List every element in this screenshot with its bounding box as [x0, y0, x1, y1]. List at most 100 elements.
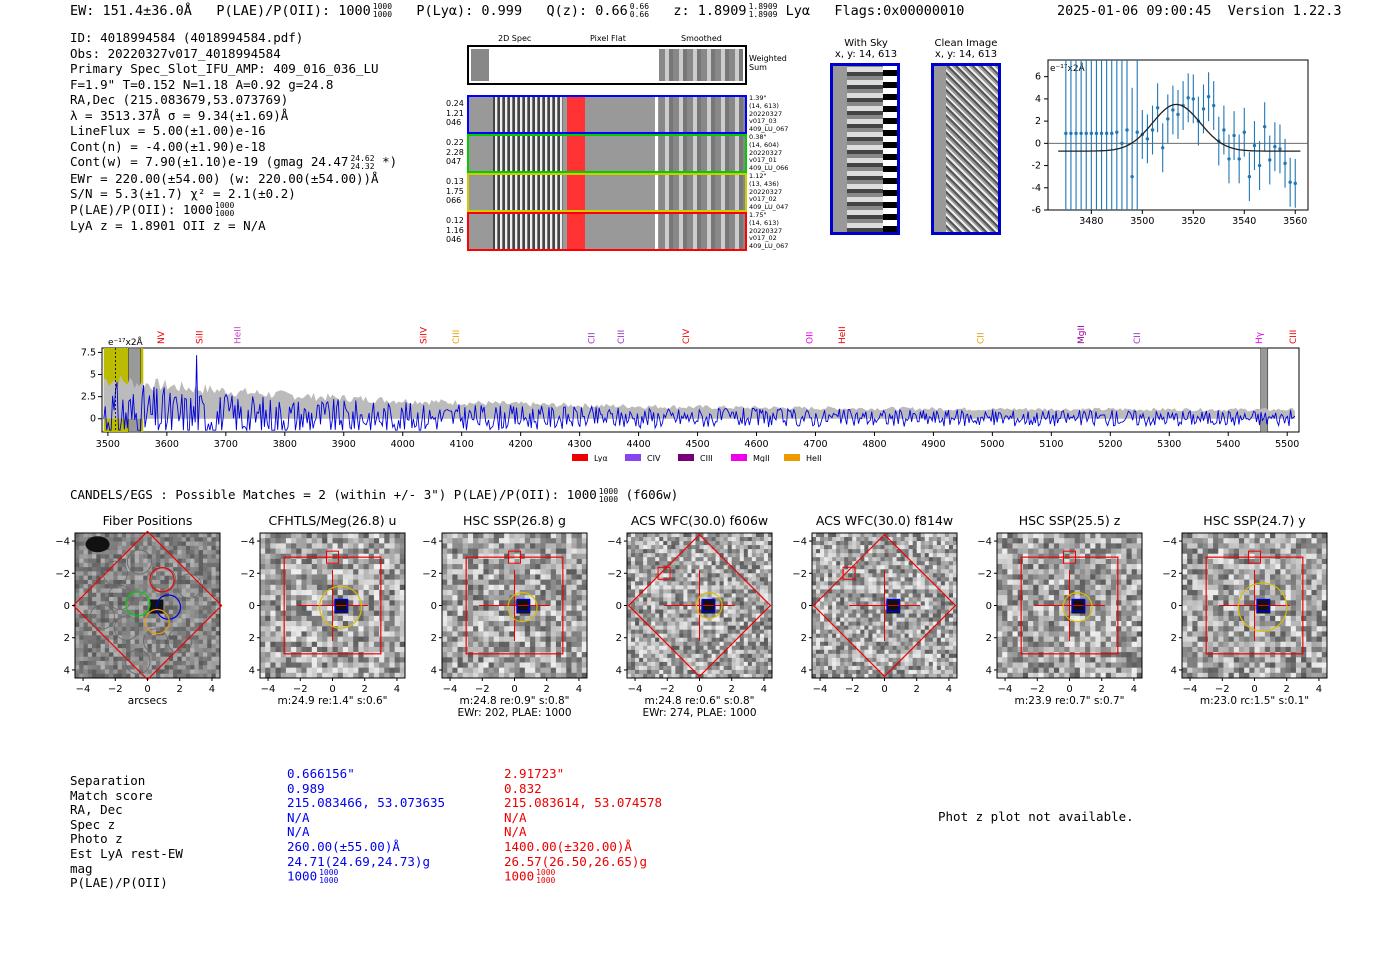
cutout-row-1: [467, 95, 747, 134]
cutout-xtick-label: 2: [914, 684, 920, 695]
spec-xtick-label: 4600: [744, 439, 768, 450]
ifu-footprint: [72, 531, 223, 681]
full-spectrum-plot: e⁻¹⁷x2Å 3500 3600 3700 3800 3900 4000 4100 4200…: [81, 325, 1300, 462]
fit-xtick-label: 3540: [1232, 216, 1256, 227]
cutout-xtick-label: −4: [76, 684, 91, 695]
fiber-circle: [114, 615, 140, 641]
cutout-title: HSC SSP(25.5) z: [1018, 513, 1121, 528]
cutout-row-right-label: 1.12" (13, 436) 20220327 v017_02 409_LU_047: [749, 172, 789, 212]
spec-xtick-label: 3800: [273, 439, 297, 450]
line-id-label: SiIV: [419, 326, 429, 344]
clean-image-title: Clean Image x, y: 14, 613: [934, 38, 998, 60]
cutout-xtick-label: 4: [394, 684, 400, 695]
legend-swatch: [784, 454, 800, 461]
source-blob: [886, 599, 901, 614]
line-id-label: HeII: [234, 326, 244, 344]
spec-xtick-label: 5500: [1275, 439, 1299, 450]
fit-point: [1227, 157, 1231, 161]
cutout-panel: 4 −4 2 −2 0 0 −2 2 −4 4: [607, 532, 773, 695]
line-fit-plot: e⁻¹⁷x2Å 3480 3500 3520 3540 3560 -6 -4 -2 0 2 4 6: [1032, 59, 1309, 227]
spec-xtick-label: 5100: [1039, 439, 1063, 450]
info-plae: P(LAE)/P(OII): 1000 1000 1000: [70, 201, 235, 218]
spec-xtick-label: 5400: [1216, 439, 1240, 450]
fit-point: [1110, 131, 1114, 136]
cutout-xtick-label: 4: [1131, 684, 1137, 695]
z-value: z: 1.8909 1.8909 1.8909: [673, 2, 778, 20]
cutout-title: HSC SSP(24.7) y: [1203, 513, 1306, 528]
line-id-label: OII: [806, 332, 816, 344]
match1-box: [886, 598, 901, 613]
cutout-xtick-label: 2: [544, 684, 550, 695]
fit-point: [1232, 133, 1236, 138]
cutout-xtick-label: 2: [1284, 684, 1290, 695]
cutout-xtick-label: 2: [1099, 684, 1105, 695]
ifu-footprint: [465, 556, 564, 655]
cutout-ytick-label: 2: [64, 633, 70, 644]
fit-point: [1069, 131, 1073, 136]
cutout-row-left-label: 0.12 1.16 046: [446, 216, 464, 244]
aperture-circle: [1062, 592, 1093, 623]
fit-xtick-label: 3500: [1130, 216, 1154, 227]
source-blob: [334, 599, 349, 614]
fit-point: [1288, 180, 1292, 184]
cutout-xtick-label: −4: [998, 684, 1013, 695]
match-label: Separation: [70, 773, 146, 788]
fit-unit-label: e⁻¹⁷x2Å: [1050, 62, 1086, 74]
fiber-circle: [107, 584, 133, 610]
match-label: Spec z: [70, 816, 116, 832]
info-lineflux: LineFlux = 5.00(±1.00)e-16: [70, 123, 266, 138]
cutout-ytick-label: 4: [249, 665, 255, 676]
match-label: Est LyA rest-EW: [70, 845, 183, 861]
fit-point: [1293, 181, 1297, 186]
fiber-circle: [167, 628, 193, 654]
match-value: N/A: [504, 809, 527, 825]
line-id-label: CIII: [1289, 330, 1299, 344]
match-value: 1400.00(±320.00)Å: [504, 838, 632, 854]
cutout-ytick-label: −4: [422, 537, 437, 548]
fit-point: [1273, 144, 1277, 149]
cutout-caption: m:24.8 re:0.6" s:0.8": [644, 695, 755, 707]
cutout-ytick-label: 0: [1171, 601, 1177, 612]
match1-box: [1071, 598, 1086, 613]
match-label: Photo z: [70, 831, 123, 847]
match-value: N/A: [504, 824, 527, 840]
fit-point: [1206, 94, 1211, 99]
fit-point: [1191, 97, 1195, 101]
cutout-ytick-label: 0: [431, 601, 437, 612]
fit-point: [1130, 174, 1134, 179]
cutout-xtick-label: −4: [628, 684, 643, 695]
line-id-label: SiII: [195, 330, 205, 344]
spec-xtick-label: 3900: [332, 439, 356, 450]
spec-ytick-label: 5: [90, 370, 96, 381]
cutout-ytick-label: 4: [1171, 665, 1177, 676]
with-sky-title: With Sky x, y: 14, 613: [834, 38, 898, 60]
cutout-xtick-label: 4: [209, 684, 215, 695]
match-labels: Separation Match score RA, Dec Spec z Photo …: [70, 773, 183, 891]
info-id: ID: 4018994584 (4018994584.pdf): [70, 30, 304, 45]
line-id-label: CII: [977, 332, 987, 344]
info-lya-z: LyA z = 1.8901 OII z = N/A: [70, 218, 266, 233]
cutout-ytick-label: 4: [986, 665, 992, 676]
fit-point: [1155, 106, 1160, 110]
legend-label: CIV: [647, 454, 661, 462]
match1-box: [334, 598, 349, 613]
fit-point: [1150, 128, 1155, 132]
match2-box: [1063, 550, 1076, 564]
line-id-label: HeII: [838, 326, 848, 344]
timestamp: 2025-01-06 09:00:45: [1057, 3, 1212, 19]
hatch-region: [1260, 347, 1269, 433]
bright-source: [85, 536, 110, 553]
aperture-circle: [1237, 582, 1288, 632]
spec-xtick-label: 4400: [626, 439, 650, 450]
fit-ytick-label: -4: [1032, 183, 1041, 194]
cutout-xtick-label: −4: [443, 684, 458, 695]
ifu-footprint: [283, 556, 382, 655]
match-value: 24.71(24.69,24.73)g: [287, 853, 430, 869]
spec-xtick-label: 4200: [509, 439, 533, 450]
info-contw: Cont(w) = 7.90(±1.10)e-19 (gmag 24.47 24.…: [70, 153, 398, 171]
spec-xtick-label: 4000: [391, 439, 415, 450]
ew-value: EW: 151.4±36.0Å: [70, 3, 192, 19]
cutout-xtick-label: −2: [108, 684, 123, 695]
legend-label: CIII: [700, 454, 713, 462]
cutout-ytick-label: −2: [422, 569, 437, 580]
